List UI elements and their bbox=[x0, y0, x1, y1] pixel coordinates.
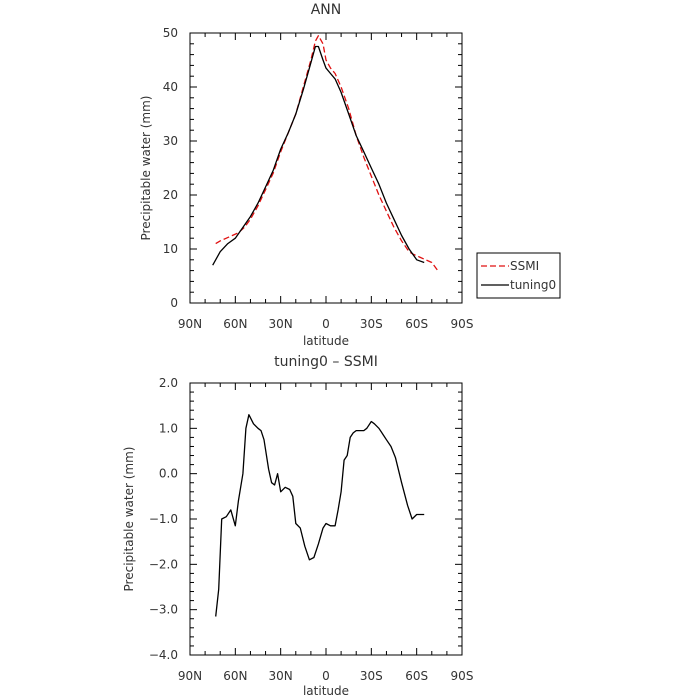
series-line-series-0 bbox=[215, 414, 425, 617]
y-tick-label: 2.0 bbox=[159, 376, 178, 390]
y-tick-label: 10 bbox=[163, 242, 178, 256]
legend-label: tuning0 bbox=[510, 278, 556, 292]
y-tick-label: 20 bbox=[163, 188, 178, 202]
plot-frame bbox=[189, 32, 463, 304]
x-tick-label: 60S bbox=[405, 317, 428, 331]
legend-box bbox=[476, 252, 561, 299]
x-tick-label: 90N bbox=[178, 669, 202, 683]
x-tick-label: 30N bbox=[269, 317, 293, 331]
y-tick-label: −3.0 bbox=[149, 603, 178, 617]
series-line-tuning0 bbox=[212, 45, 425, 266]
y-tick-label: 50 bbox=[163, 26, 178, 40]
y-tick-label: 30 bbox=[163, 134, 178, 148]
series-line-SSMI bbox=[215, 35, 439, 271]
legend-label: SSMI bbox=[510, 259, 539, 273]
y-tick-label: −1.0 bbox=[149, 512, 178, 526]
x-tick-label: 30N bbox=[269, 669, 293, 683]
y-tick-label: 1.0 bbox=[159, 421, 178, 435]
x-tick-label: 30S bbox=[360, 669, 383, 683]
x-tick-label: 0 bbox=[322, 317, 330, 331]
x-tick-label: 60S bbox=[405, 669, 428, 683]
plot-frame bbox=[189, 382, 463, 656]
x-axis-label: latitude bbox=[303, 684, 349, 698]
x-tick-label: 90N bbox=[178, 317, 202, 331]
chart-title: tuning0 – SSMI bbox=[274, 354, 378, 370]
y-axis-label: Precipitable water (mm) bbox=[122, 447, 136, 592]
x-axis-label: latitude bbox=[303, 334, 349, 348]
x-tick-label: 60N bbox=[223, 317, 247, 331]
x-tick-label: 90S bbox=[451, 317, 474, 331]
y-tick-label: −2.0 bbox=[149, 557, 178, 571]
y-tick-label: −4.0 bbox=[149, 648, 178, 662]
chart-title: ANN bbox=[311, 2, 342, 18]
y-tick-label: 0 bbox=[170, 296, 178, 310]
x-tick-label: 0 bbox=[322, 669, 330, 683]
top-panel-ann: ANN 0 10 20 30 40 50 90N 60N 30N 0 30S 60S 90S latitud… bbox=[139, 2, 561, 348]
y-axis-label: Precipitable water (mm) bbox=[139, 96, 153, 241]
x-tick-label: 30S bbox=[360, 317, 383, 331]
y-tick-label: 40 bbox=[163, 80, 178, 94]
bottom-panel-difference: tuning0 – SSMI −4.0 −3.0 −2.0 −1.0 0.0 1.0 2.0 9… bbox=[122, 354, 473, 698]
x-tick-label: 60N bbox=[223, 669, 247, 683]
y-tick-label: 0.0 bbox=[159, 467, 178, 481]
x-tick-label: 90S bbox=[451, 669, 474, 683]
